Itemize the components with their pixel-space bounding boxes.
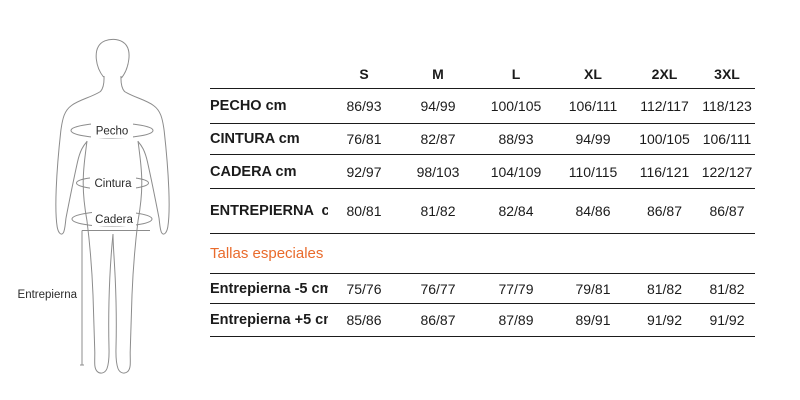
head-outline — [95, 38, 130, 79]
right-torso-leg-outline — [112, 140, 143, 374]
figure-labels: Pecho Cintura Cadera Entrepierna — [18, 122, 136, 301]
size-value-cell: 91/92 — [646, 312, 683, 328]
row-label: Entrepierna -5 cm — [210, 280, 328, 297]
row-label: ENTREPIERNA cm — [210, 203, 328, 219]
hip-label-bg — [92, 211, 136, 227]
size-value-cell: 86/87 — [709, 203, 745, 219]
row-label: PECHO cm — [210, 98, 287, 114]
left-arm-outline — [55, 75, 105, 235]
size-column-header-s: S — [359, 66, 369, 82]
size-value-cell: 81/82 — [420, 203, 456, 219]
size-value-cell: 92/97 — [346, 163, 382, 180]
body-measurement-figure: Pecho Cintura Cadera Entrepierna — [18, 38, 170, 374]
special-sizes-section: Tallas especiales — [210, 234, 755, 274]
size-value-cell: 106/111 — [702, 131, 752, 147]
size-value-cell: 77/79 — [498, 280, 534, 297]
size-column-header-l: L — [511, 66, 521, 82]
size-value-cell: 106/111 — [568, 98, 618, 114]
inseam-label: Entrepierna — [18, 289, 78, 301]
size-value-cell: 76/81 — [346, 131, 382, 147]
size-value-cell: 84/86 — [575, 203, 611, 219]
row-label: Entrepierna +5 cm — [210, 312, 328, 328]
size-value-cell: 79/81 — [575, 280, 611, 297]
size-value-cell: 86/87 — [420, 312, 456, 328]
row-label: CADERA cm — [210, 163, 297, 180]
size-value-cell: 80/81 — [346, 203, 382, 219]
special-sizes-heading: Tallas especiales — [210, 245, 324, 262]
size-value-cell: 100/105 — [639, 131, 690, 147]
hip-label: Cadera — [95, 214, 133, 226]
size-value-cell: 91/92 — [709, 312, 745, 328]
left-inner-arm-outline — [65, 141, 88, 219]
table-row-cintura: CINTURA cm 76/81 82/87 88/93 94/99 100/1… — [210, 124, 755, 155]
size-value-cell: 88/93 — [498, 131, 534, 147]
right-arm-outline — [120, 75, 170, 235]
size-value-cell: 82/87 — [420, 131, 456, 147]
size-value-cell: 112/117 — [640, 98, 689, 114]
size-value-cell: 100/105 — [490, 98, 542, 114]
size-value-cell: 87/89 — [498, 312, 534, 328]
size-value-cell: 122/127 — [701, 163, 753, 180]
size-value-cell: 116/121 — [639, 163, 690, 180]
size-column-header-2xl: 2XL — [651, 66, 678, 82]
table-row-cadera: CADERA cm 92/97 98/103 104/109 110/115 1… — [210, 155, 755, 189]
inseam-measure-line — [80, 230, 150, 366]
size-value-cell: 76/77 — [420, 280, 456, 297]
size-value-cell: 94/99 — [420, 98, 456, 114]
size-column-header-3xl: 3XL — [714, 66, 740, 82]
table-row-entrepierna-plus5: Entrepierna +5 cm 85/86 86/87 87/89 89/9… — [210, 304, 755, 337]
table-row-pecho: PECHO cm 86/93 94/99 100/105 106/111 112… — [210, 89, 755, 124]
size-value-cell: 104/109 — [490, 163, 542, 180]
left-torso-leg-outline — [82, 140, 114, 374]
row-label: CINTURA cm — [210, 131, 300, 147]
table-row-entrepierna-minus5: Entrepierna -5 cm 75/76 76/77 77/79 79/8… — [210, 274, 755, 304]
size-value-cell: 85/86 — [346, 312, 382, 328]
size-chart-table: S M L XL 2XL 3XL PECHO cm 86/93 94/99 10… — [210, 55, 755, 337]
size-value-cell: 81/82 — [709, 280, 745, 297]
size-value-cell: 81/82 — [646, 280, 683, 297]
size-value-cell: 94/99 — [575, 131, 611, 147]
table-row-entrepierna: ENTREPIERNA cm 80/81 81/82 82/84 84/86 8… — [210, 189, 755, 234]
size-value-cell: 118/123 — [702, 98, 752, 114]
size-value-cell: 98/103 — [416, 163, 460, 180]
waist-label-bg — [90, 175, 136, 191]
size-value-cell: 89/91 — [575, 312, 611, 328]
waist-label: Cintura — [94, 178, 132, 190]
size-value-cell: 110/115 — [568, 163, 618, 180]
right-inner-arm-outline — [137, 141, 160, 219]
size-value-cell: 75/76 — [346, 280, 382, 297]
chest-label: Pecho — [96, 126, 129, 138]
size-column-header-xl: XL — [584, 66, 602, 82]
size-column-header-m: M — [432, 66, 444, 82]
chest-label-bg — [91, 122, 133, 138]
size-value-cell: 82/84 — [498, 203, 534, 219]
size-value-cell: 86/93 — [346, 98, 382, 114]
size-header-row: S M L XL 2XL 3XL — [210, 55, 755, 89]
size-value-cell: 86/87 — [646, 203, 683, 219]
body-outline — [55, 38, 170, 374]
